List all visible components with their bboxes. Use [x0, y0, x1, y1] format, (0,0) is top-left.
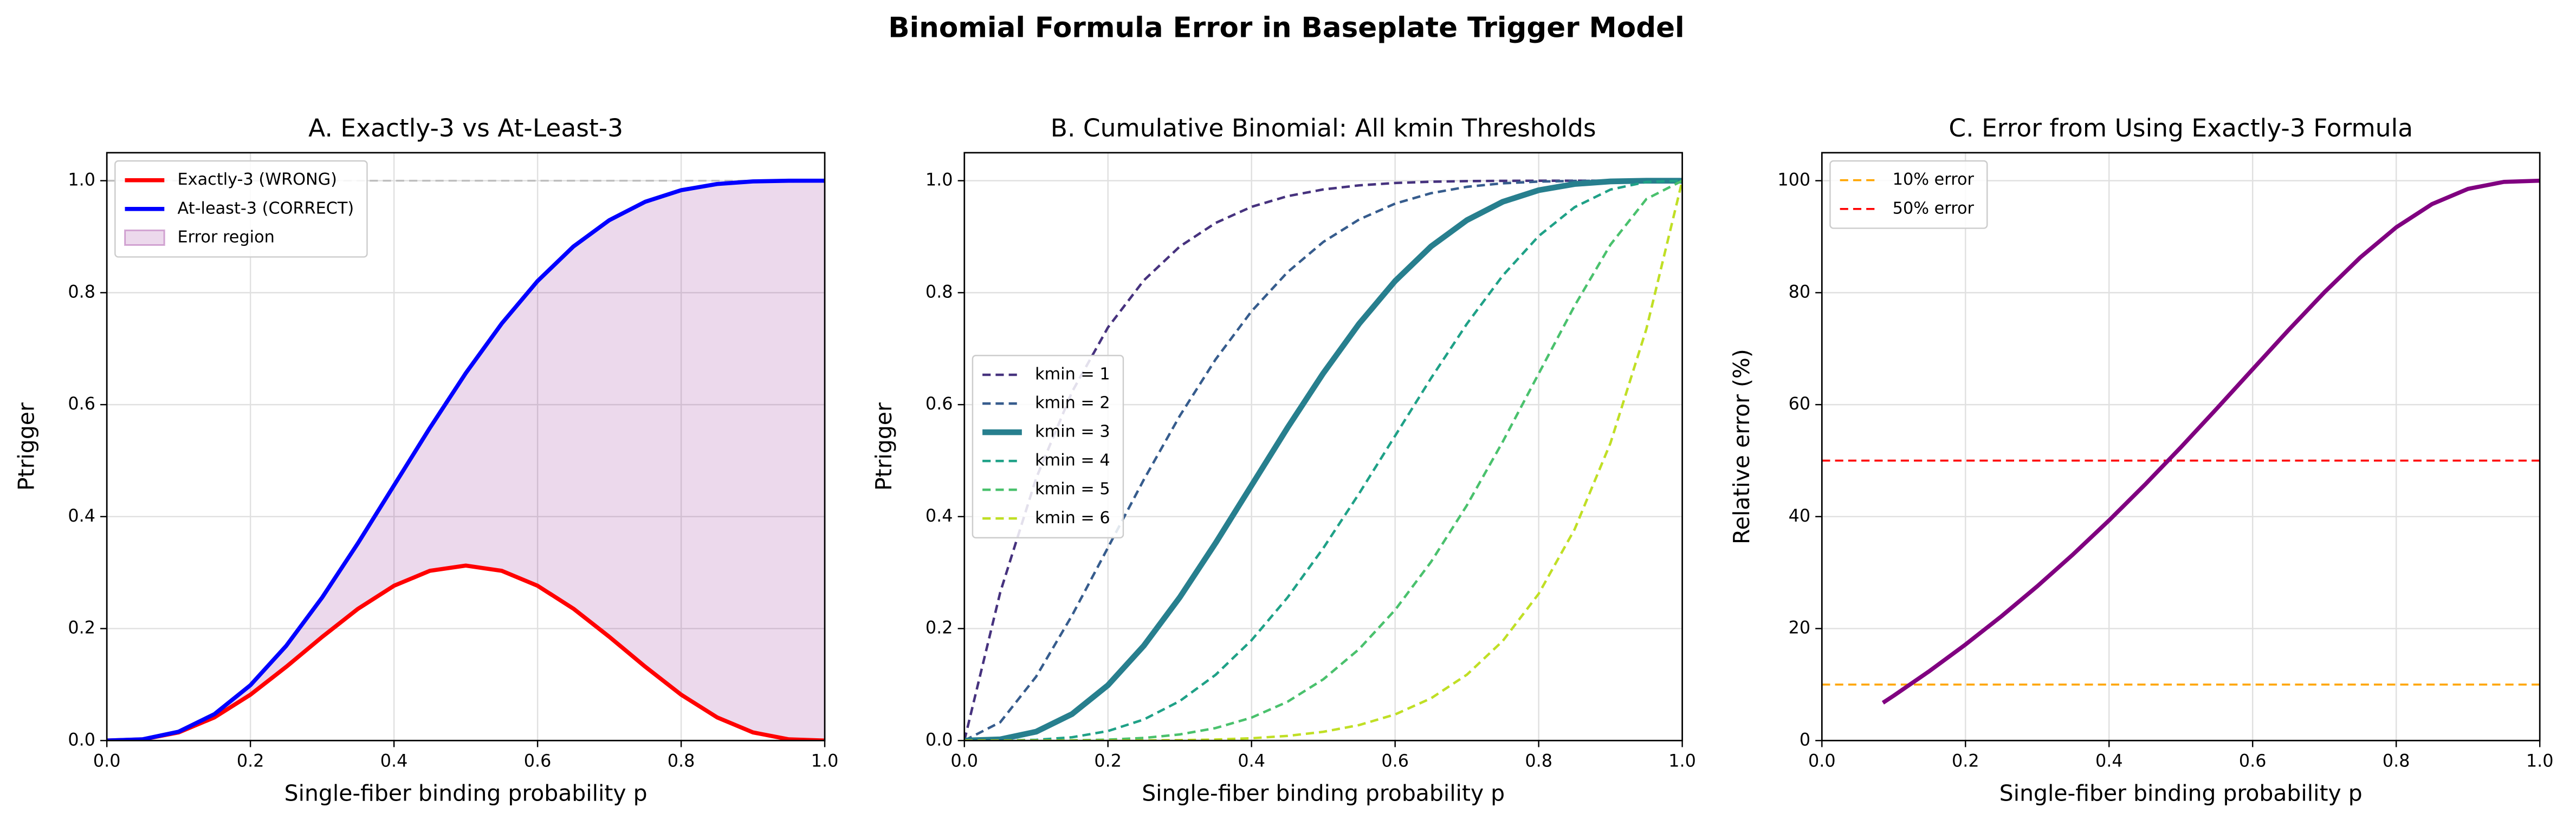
legend: Exactly-3 (WRONG) At-least-3 (CORRECT) Err… [114, 160, 368, 258]
legend-swatch [124, 229, 165, 246]
legend-label: kmin = 2 [1035, 394, 1110, 413]
x-tick-label: 0.8 [668, 751, 695, 771]
y-tick-label: 0.8 [925, 281, 953, 302]
legend: kmin = 1 kmin = 2 kmin = 3 kmin = 4 kmin = 5… [972, 355, 1124, 539]
y-axis-label: Ptrigger [871, 402, 897, 491]
x-tick-label: 0.4 [380, 751, 408, 771]
axes-frame [106, 152, 826, 741]
x-tick-label: 0.2 [237, 751, 264, 771]
y-tick-label: 20 [1789, 617, 1811, 638]
legend-box [114, 160, 368, 258]
figure-title: Binomial Formula Error in Baseplate Trig… [888, 12, 1684, 44]
x-tick-label: 1.0 [1668, 751, 1696, 771]
legend-label: Exactly-3 (WRONG) [178, 170, 337, 189]
y-tick-label: 0.4 [68, 505, 95, 526]
x-axis-label: Single-fiber binding probability p [1142, 780, 1505, 806]
y-tick-label: 0.0 [68, 729, 95, 750]
y-tick-label: 0.4 [925, 505, 953, 526]
panel-title: A. Exactly-3 vs At-Least-3 [308, 114, 623, 142]
x-tick-label: 0.8 [1525, 751, 1552, 771]
x-tick-label: 0.4 [1238, 751, 1265, 771]
x-axis-label: Single-fiber binding probability p [284, 780, 648, 806]
legend-label: At-least-3 (CORRECT) [178, 199, 354, 218]
y-tick-label: 1.0 [68, 170, 95, 190]
x-tick-label: 0.6 [524, 751, 552, 771]
legend: 10% error 50% error [1829, 160, 1988, 229]
y-tick-label: 0 [1800, 729, 1810, 750]
y-tick-label: 0.2 [925, 617, 953, 638]
panel-title: C. Error from Using Exactly-3 Formula [1949, 114, 2413, 142]
x-tick-label: 0.0 [1808, 751, 1836, 771]
x-tick-label: 0.0 [93, 751, 121, 771]
x-tick-label: 1.0 [811, 751, 839, 771]
series-line [1881, 178, 2540, 705]
series-line [964, 178, 1682, 741]
y-tick-label: 0.0 [925, 729, 953, 750]
panel: 0.0 0.2 0.4 0.6 0.8 1.0 0.0 0.2 0.4 0.6 0.8 1.0 A. E… [14, 114, 839, 806]
series-line [964, 179, 1682, 741]
series-line [107, 563, 825, 741]
y-tick-label: 60 [1789, 393, 1811, 414]
axes-frame [963, 152, 1683, 741]
x-tick-label: 0.0 [950, 751, 978, 771]
legend-label: kmin = 5 [1035, 480, 1110, 499]
y-tick-label: 0.2 [68, 617, 95, 638]
x-tick-label: 0.4 [2095, 751, 2123, 771]
legend-label: 50% error [1893, 199, 1975, 218]
series-line [964, 179, 1682, 741]
panel-title: B. Cumulative Binomial: All kmin Thresho… [1051, 114, 1596, 142]
x-tick-label: 0.6 [2239, 751, 2267, 771]
y-tick-label: 80 [1789, 281, 1811, 302]
y-axis-label: Relative error (%) [1729, 349, 1755, 544]
plot-area [1822, 178, 2540, 705]
y-tick-label: 100 [1777, 170, 1810, 190]
y-tick-label: 40 [1789, 505, 1811, 526]
error-region [107, 180, 825, 741]
x-tick-label: 0.2 [1952, 751, 1979, 771]
y-tick-label: 0.8 [68, 281, 95, 302]
y-tick-label: 1.0 [925, 170, 953, 190]
series-line [107, 178, 825, 741]
axes-frame [1821, 152, 2541, 741]
y-axis-label: Ptrigger [14, 402, 40, 491]
x-tick-label: 0.8 [2383, 751, 2410, 771]
series-line [964, 179, 1682, 741]
legend-label: kmin = 1 [1035, 365, 1110, 383]
legend-label: kmin = 6 [1035, 509, 1110, 528]
panel: 0.0 0.2 0.4 0.6 0.8 1.0 0.0 0.2 0.4 0.6 0.8 1.0 B. C… [871, 114, 1696, 806]
legend-label: kmin = 4 [1035, 451, 1110, 470]
x-tick-label: 1.0 [2526, 751, 2554, 771]
x-tick-label: 0.6 [1381, 751, 1409, 771]
legend-box [972, 355, 1124, 539]
legend-label: kmin = 3 [1035, 422, 1110, 441]
legend-box [1829, 160, 1988, 229]
legend-label: Error region [178, 227, 275, 246]
x-tick-label: 0.2 [1094, 751, 1122, 771]
legend-label: 10% error [1893, 170, 1975, 189]
x-axis-label: Single-fiber binding probability p [1999, 780, 2363, 806]
y-tick-label: 0.6 [68, 393, 95, 414]
panel: 0.0 0.2 0.4 0.6 0.8 1.0 0 20 40 60 80 100 C. Error f… [1729, 114, 2554, 806]
y-tick-label: 0.6 [925, 393, 953, 414]
